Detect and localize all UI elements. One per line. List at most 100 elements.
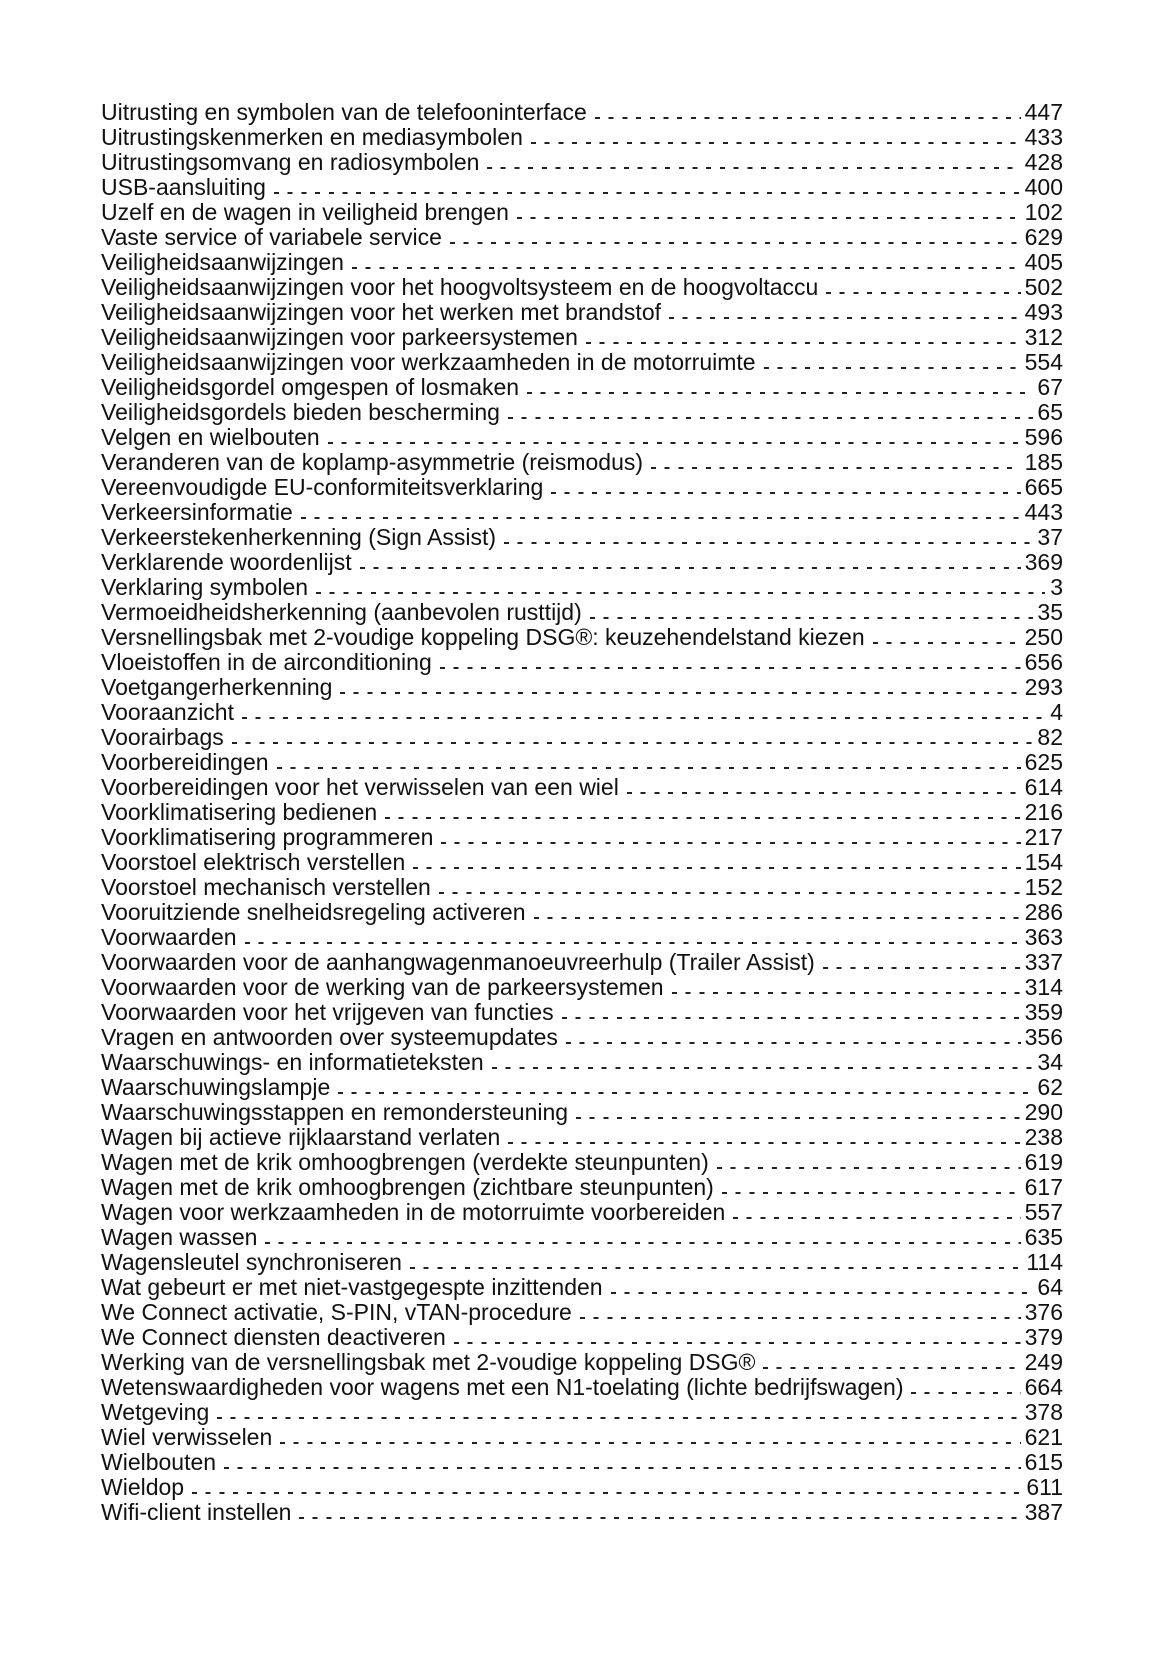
dot-leader [413,866,1021,869]
dot-leader [449,241,1021,244]
entry-title: Voorwaarden voor de werking van de parke… [101,974,664,1000]
dot-leader [300,516,1021,519]
dot-leader [299,1516,1021,1519]
entry-page-number: 356 [1024,1024,1063,1050]
entry-title: Vereenvoudigde EU-conformiteitsverklarin… [101,474,544,500]
entry-page-number: 337 [1024,949,1063,975]
entry-page-number: 387 [1024,1499,1063,1525]
index-entry: Uitrustingsomvang en radiosymbolen 428 [101,150,1063,175]
dot-leader [438,891,1021,894]
dot-leader [507,416,1034,419]
entry-title: Voorairbags [101,724,224,750]
entry-page-number: 216 [1024,799,1063,825]
entry-page-number: 114 [1026,1249,1063,1275]
dot-leader [409,1266,1023,1269]
dot-leader [217,1416,1021,1419]
entry-title: Waarschuwingslampje [101,1074,331,1100]
entry-page-number: 290 [1024,1099,1063,1125]
entry-title: Vragen en antwoorden over systeemupdates [101,1024,558,1050]
entry-title: Voorwaarden [101,924,237,950]
index-entry: Voorbereidingen voor het verwisselen van… [101,775,1063,800]
dot-leader [338,1091,1034,1094]
index-entry: Vooraanzicht 4 [101,700,1063,725]
entry-title: Uitrustingskenmerken en mediasymbolen [101,124,523,150]
entry-title: Voorstoel mechanisch verstellen [101,874,431,900]
entry-page-number: 400 [1024,174,1063,200]
entry-title: Voorwaarden voor de aanhangwagenmanoeuvr… [101,949,815,975]
dot-leader [585,341,1021,344]
index-entry: Voorwaarden voor de werking van de parke… [101,975,1063,1000]
entry-title: Voorklimatisering bedienen [101,799,378,825]
entry-title: Waarschuwingsstappen en remondersteuning [101,1099,569,1125]
dot-leader [721,1191,1021,1194]
entry-title: Veiligheidsgordel omgespen of losmaken [101,374,520,400]
entry-title: Waarschuwings- en informatieteksten [101,1049,484,1075]
entry-page-number: 376 [1024,1299,1063,1325]
dot-leader [441,841,1021,844]
entry-title: Voorklimatisering programmeren [101,824,434,850]
index-entry: Verklaring symbolen 3 [101,575,1063,600]
entry-title: Veiligheidsaanwijzingen [101,249,344,275]
entry-page-number: 664 [1024,1374,1063,1400]
dot-leader [316,591,1045,594]
dot-leader [530,141,1021,144]
dot-leader [527,391,1034,394]
entry-title: Werking van de versnellingsbak met 2-vou… [101,1349,756,1375]
dot-leader [763,1366,1021,1369]
entry-title: Wagen met de krik omhoogbrengen (zichtba… [101,1174,714,1200]
entry-title: Voetgangerherkenning [101,674,333,700]
index-entry: Wagensleutel synchroniseren 114 [101,1250,1063,1275]
entry-title: Vermoeidheidsherkenning (aanbevolen rust… [101,599,582,625]
index-entry: Voorairbags 82 [101,725,1063,750]
dot-leader [576,1116,1021,1119]
dot-leader [276,766,1021,769]
entry-page-number: 447 [1024,99,1063,125]
dot-leader [439,666,1021,669]
entry-page-number: 35 [1037,599,1063,625]
entry-page-number: 312 [1024,324,1063,350]
entry-title: Veiligheidsaanwijzingen voor het hoogvol… [101,274,819,300]
entry-page-number: 625 [1024,749,1063,775]
entry-page-number: 615 [1024,1449,1063,1475]
entry-title: Velgen en wielbouten [101,424,320,450]
dot-leader [589,616,1034,619]
entry-page-number: 554 [1024,349,1063,375]
entry-title: Wagen wassen [101,1224,258,1250]
entry-title: Vooraanzicht [101,699,234,725]
index-entry: Wielbouten 615 [101,1450,1063,1475]
dot-leader [241,716,1045,719]
index-entry: Veiligheidsaanwijzingen voor het werken … [101,300,1063,325]
index-entry: Veiligheidsaanwijzingen voor werkzaamhed… [101,350,1063,375]
entry-page-number: 185 [1024,449,1063,475]
index-entry: Uitrusting en symbolen van de telefoonin… [101,100,1063,125]
index-entry: Voorstoel elektrisch verstellen 154 [101,850,1063,875]
entry-page-number: 378 [1024,1399,1063,1425]
entry-page-number: 557 [1024,1199,1063,1225]
entry-title: Wielbouten [101,1449,217,1475]
index-entry: Voetgangerherkenning 293 [101,675,1063,700]
entry-title: Wagen met de krik omhoogbrengen (verdekt… [101,1149,709,1175]
index-entry: Vooruitziende snelheidsregeling activere… [101,900,1063,925]
entry-page-number: 37 [1037,524,1063,550]
dot-leader [224,1466,1021,1469]
dot-leader [911,1391,1021,1394]
index-entry: Wiel verwisselen 621 [101,1425,1063,1450]
dot-leader [533,916,1021,919]
entry-title: Verkeersinformatie [101,499,293,525]
entry-page-number: 635 [1024,1224,1063,1250]
index-entry: Wagen voor werkzaamheden in de motorruim… [101,1200,1063,1225]
entry-title: Vloeistoffen in de airconditioning [101,649,432,675]
index-entry: Wagen met de krik omhoogbrengen (zichtba… [101,1175,1063,1200]
entry-page-number: 152 [1024,874,1063,900]
entry-title: We Connect diensten deactiveren [101,1324,446,1350]
entry-page-number: 405 [1024,249,1063,275]
entry-page-number: 443 [1024,499,1063,525]
index-entry: Voorklimatisering bedienen 216 [101,800,1063,825]
dot-leader [340,691,1021,694]
entry-title: Wiel verwisselen [101,1424,273,1450]
entry-title: Wat gebeurt er met niet-vastgegespte inz… [101,1274,603,1300]
entry-title: Wifi-client instellen [101,1499,292,1525]
entry-page-number: 286 [1024,899,1063,925]
index-entry: Velgen en wielbouten 596 [101,425,1063,450]
index-entry: Veiligheidsgordel omgespen of losmaken 67 [101,375,1063,400]
